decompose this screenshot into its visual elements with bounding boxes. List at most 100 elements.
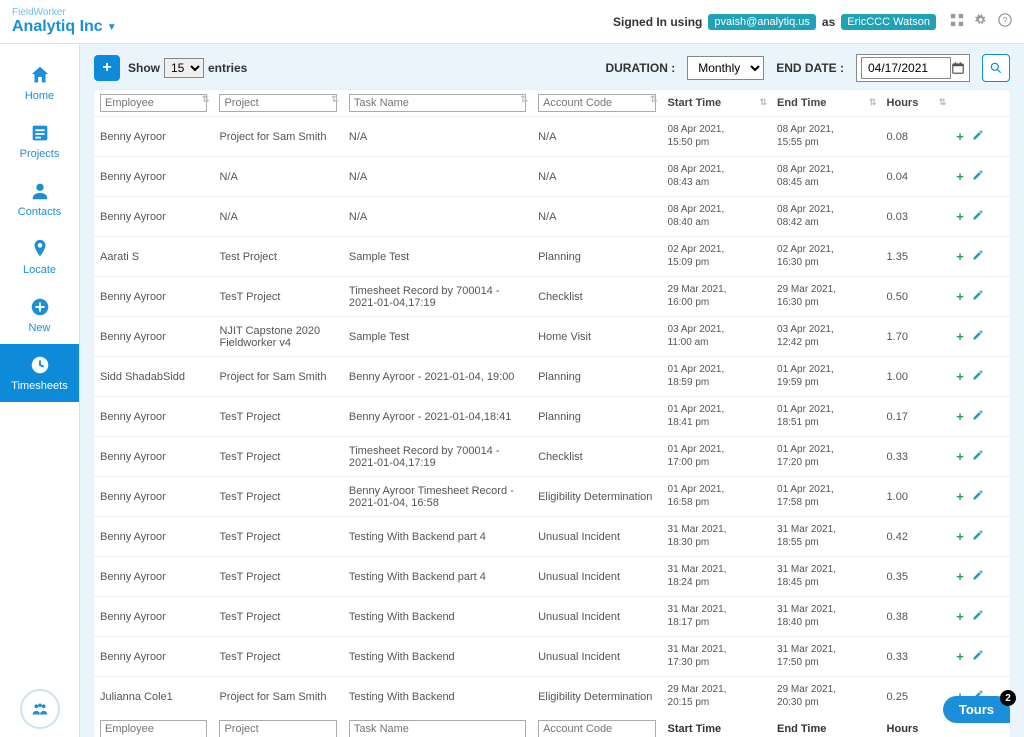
row-edit-button[interactable] [972,489,984,504]
row-edit-button[interactable] [972,569,984,584]
cell-project: TesT Project [213,597,342,637]
row-edit-button[interactable] [972,249,984,264]
cell-end: 01 Apr 2021,17:20 pm [771,437,881,477]
sidebar: Home Projects Contacts Locate New Timesh… [0,44,80,737]
table-row: Julianna Cole1Project for Sam SmithTesti… [94,677,1010,717]
table-row: Benny AyroorTesT ProjectBenny Ayroor - 2… [94,397,1010,437]
row-edit-button[interactable] [972,529,984,544]
cell-hours: 0.42 [881,517,951,557]
row-edit-button[interactable] [972,329,984,344]
cell-task: Sample Test [343,237,532,277]
col-start[interactable]: Start Time [662,90,772,117]
row-add-button[interactable]: + [956,409,964,424]
cell-employee: Benny Ayroor [94,157,213,197]
entries-select[interactable]: 15 [164,58,204,78]
sidebar-item-locate[interactable]: Locate [0,228,79,286]
row-add-button[interactable]: + [956,249,964,264]
cell-task: N/A [343,117,532,157]
cell-task: Benny Ayroor - 2021-01-04, 19:00 [343,357,532,397]
cell-start: 08 Apr 2021,08:40 am [662,197,772,237]
tours-count: 2 [1000,690,1016,706]
sidebar-item-projects[interactable]: Projects [0,112,79,170]
cell-account: Unusual Incident [532,517,661,557]
add-button[interactable]: + [94,55,120,81]
sidebar-item-timesheets[interactable]: Timesheets [0,344,79,402]
row-edit-button[interactable] [972,409,984,424]
table-row: Benny AyroorTesT ProjectBenny Ayroor Tim… [94,477,1010,517]
col-end[interactable]: End Time [771,90,881,117]
sidebar-item-contacts[interactable]: Contacts [0,170,79,228]
grid-icon[interactable] [950,13,964,30]
row-add-button[interactable]: + [956,489,964,504]
cell-account: Unusual Incident [532,637,661,677]
cell-end: 31 Mar 2021,17:50 pm [771,637,881,677]
filter-project[interactable] [219,94,336,112]
duration-label: DURATION : [605,61,675,75]
row-edit-button[interactable] [972,369,984,384]
filter-task[interactable] [349,94,526,112]
edit-icon [972,169,984,181]
edit-icon [972,449,984,461]
row-add-button[interactable]: + [956,129,964,144]
row-add-button[interactable]: + [956,369,964,384]
cell-start: 08 Apr 2021,15:50 pm [662,117,772,157]
row-edit-button[interactable] [972,129,984,144]
cell-project: Test Project [213,237,342,277]
row-add-button[interactable]: + [956,329,964,344]
row-edit-button[interactable] [972,609,984,624]
row-add-button[interactable]: + [956,449,964,464]
search-button[interactable] [982,54,1010,82]
filter-account-bottom[interactable] [538,720,655,737]
app-name: FieldWorker [12,7,117,18]
filter-account[interactable] [538,94,655,112]
cell-account: Unusual Incident [532,557,661,597]
sidebar-bottom-icon[interactable] [20,689,60,729]
edit-icon [972,569,984,581]
row-edit-button[interactable] [972,649,984,664]
row-add-button[interactable]: + [956,529,964,544]
row-add-button[interactable]: + [956,609,964,624]
enddate-input[interactable] [861,57,951,79]
row-edit-button[interactable] [972,209,984,224]
row-add-button[interactable]: + [956,569,964,584]
cell-start: 29 Mar 2021,20:15 pm [662,677,772,717]
cell-employee: Benny Ayroor [94,437,213,477]
enddate-field[interactable] [856,54,970,82]
sidebar-item-new[interactable]: New [0,286,79,344]
filter-employee[interactable] [100,94,207,112]
cell-employee: Julianna Cole1 [94,677,213,717]
gear-icon[interactable] [974,13,988,30]
help-icon[interactable]: ? [998,13,1012,30]
brand[interactable]: FieldWorker Analytiq Inc ▼ [12,7,117,36]
filter-project-bottom[interactable] [219,720,336,737]
filter-task-bottom[interactable] [349,720,526,737]
cell-hours: 0.17 [881,397,951,437]
clock-icon [29,354,51,376]
row-add-button[interactable]: + [956,649,964,664]
sidebar-item-label: Contacts [18,206,61,218]
table-row: Benny AyroorTesT ProjectTesting With Bac… [94,517,1010,557]
tours-button[interactable]: Tours 2 [943,696,1010,723]
duration-select[interactable]: Monthly [687,56,764,80]
col-hours[interactable]: Hours [881,90,951,117]
filter-employee-bottom[interactable] [100,720,207,737]
cell-start: 01 Apr 2021,18:41 pm [662,397,772,437]
cell-account: N/A [532,197,661,237]
sidebar-item-home[interactable]: Home [0,54,79,112]
cell-hours: 1.35 [881,237,951,277]
row-edit-button[interactable] [972,449,984,464]
edit-icon [972,409,984,421]
row-add-button[interactable]: + [956,289,964,304]
sidebar-item-label: Home [25,90,54,102]
timesheet-table-wrap: Start Time End Time Hours Benny AyroorPr… [94,90,1010,737]
cell-hours: 1.70 [881,317,951,357]
cell-account: Planning [532,237,661,277]
cell-employee: Benny Ayroor [94,197,213,237]
row-edit-button[interactable] [972,289,984,304]
cell-project: TesT Project [213,517,342,557]
cell-hours: 0.50 [881,277,951,317]
cell-task: Testing With Backend part 4 [343,557,532,597]
row-add-button[interactable]: + [956,209,964,224]
row-add-button[interactable]: + [956,169,964,184]
row-edit-button[interactable] [972,169,984,184]
